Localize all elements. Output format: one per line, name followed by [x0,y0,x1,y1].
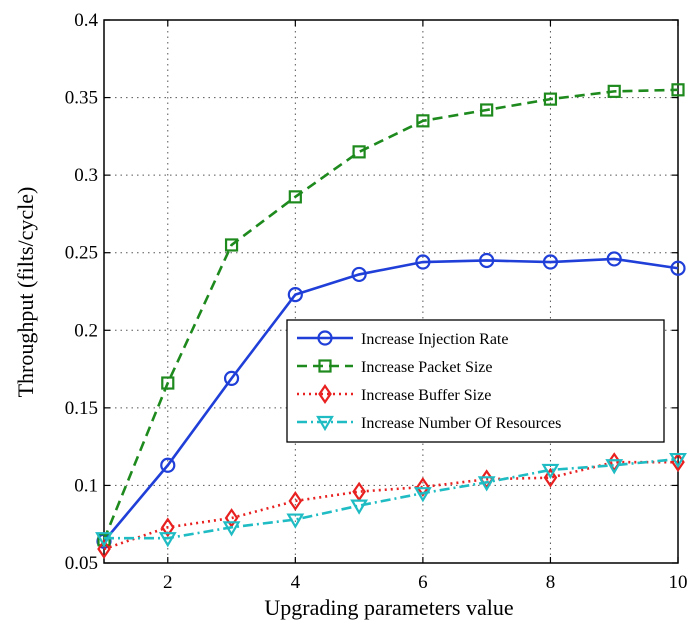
data-point [416,477,430,497]
legend-marker [318,384,332,404]
data-point [543,467,558,488]
data-point [607,84,621,98]
data-point [158,532,177,548]
legend-label: Increase Packet Size [361,359,492,376]
series-line [103,257,679,543]
legend-item: Increase Number Of Resources [297,415,561,432]
data-point [160,517,175,538]
y-tick-label: 0.25 [65,243,98,264]
legend-marker [316,415,334,432]
data-point [286,513,305,529]
x-tick-label: 4 [291,572,301,593]
legend-item: Increase Buffer Size [297,384,491,404]
data-point [160,457,176,473]
legend-item: Increase Injection Rate [297,330,508,348]
data-point [606,251,622,267]
data-point [288,190,302,204]
data-point [288,491,303,511]
data-point [351,266,367,283]
data-point [671,83,685,97]
data-point [477,476,496,492]
data-point [95,532,113,548]
grid-lines [104,20,678,563]
legend-item: Increase Packet Size [297,359,492,376]
data-point [541,463,560,480]
x-axis-label: Upgrading parameters value [264,595,513,620]
plot-frame [103,19,679,564]
series-line [103,460,678,551]
series-line [102,88,679,541]
data-point [605,459,624,475]
data-point [480,103,494,117]
series-3 [97,452,685,559]
legend-marker [318,359,332,373]
data-point [542,254,559,270]
x-tick-label: 10 [669,572,688,593]
y-tick-label: 0.4 [74,10,98,31]
data-point [161,376,175,390]
data-point [415,254,431,270]
y-tick-label: 0.3 [74,165,98,186]
data-point [352,145,366,159]
legend-box [286,319,665,443]
data-point [223,370,240,386]
data-point [287,287,303,303]
data-point [669,452,687,469]
series-layer [95,83,687,559]
legend-label: Increase Buffer Size [361,387,491,404]
y-axis-label: Throughput (filts/cycle) [13,187,38,398]
legend-marker [317,330,333,346]
legend-label: Increase Injection Rate [361,331,508,348]
y-tick-label: 0.35 [65,88,98,109]
legend-label: Increase Number Of Resources [361,415,561,432]
data-point [416,114,430,128]
y-tick-label: 0.15 [65,398,98,419]
legend: Increase Injection Rate Increase Packet S… [286,319,665,443]
series-line [104,457,679,540]
axis-ticks: 2 4 6 8 10 0.05 0.1 0.15 0.2 0.25 0.3 0.35 0.4 [65,10,688,593]
data-point [224,508,239,528]
data-point [670,260,686,276]
x-tick-label: 2 [163,572,173,593]
data-point [543,92,558,106]
data-point [413,487,432,503]
y-tick-label: 0.1 [74,475,98,496]
series-4 [95,452,687,548]
data-point [222,521,241,537]
series-2 [97,83,685,547]
x-tick-label: 8 [546,572,556,593]
data-point [350,499,369,515]
data-point [224,238,239,252]
y-tick-label: 0.05 [65,553,98,574]
data-point [479,252,495,269]
y-tick-label: 0.2 [74,320,98,341]
data-point [97,539,111,559]
x-tick-label: 6 [418,572,428,593]
